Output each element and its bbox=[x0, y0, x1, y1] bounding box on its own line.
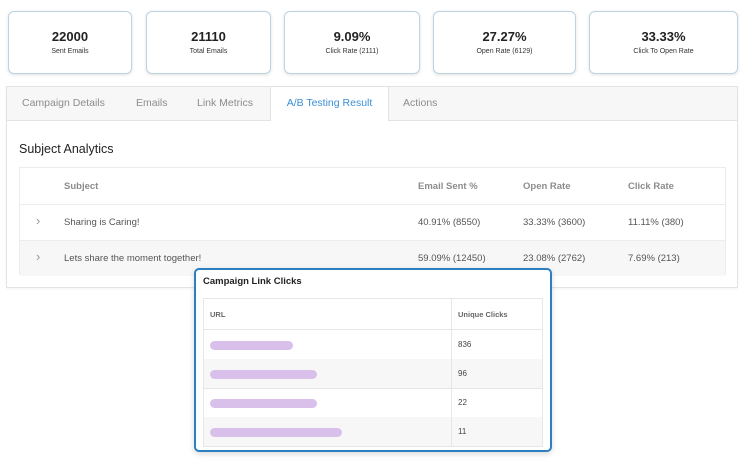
subject-cell: Lets share the moment together! bbox=[64, 253, 202, 264]
stat-value: 9.09% bbox=[333, 29, 371, 44]
open-rate-cell: 23.08% (2762) bbox=[523, 253, 586, 264]
stat-label: Click Rate (2111) bbox=[325, 48, 379, 55]
campaign-panel: Campaign Details Emails Link Metrics A/B… bbox=[6, 86, 738, 288]
stat-label: Sent Emails bbox=[51, 48, 89, 55]
stat-card-sent-emails: 22000 Sent Emails bbox=[8, 11, 132, 74]
unique-clicks-cell: 11 bbox=[458, 427, 467, 436]
table-row: 22 bbox=[204, 388, 542, 418]
column-header-click-rate[interactable]: Click Rate bbox=[628, 181, 674, 192]
stat-card-total-emails: 21110 Total Emails bbox=[146, 11, 271, 74]
subject-analytics-table: Subject Email Sent % Open Rate Click Rat… bbox=[19, 167, 726, 276]
subject-cell: Sharing is Caring! bbox=[64, 217, 140, 228]
unique-clicks-cell: 22 bbox=[458, 398, 467, 407]
email-sent-cell: 59.09% (12450) bbox=[418, 253, 486, 264]
stat-label: Total Emails bbox=[189, 48, 228, 55]
tab-bar: Campaign Details Emails Link Metrics A/B… bbox=[7, 87, 737, 121]
email-sent-cell: 40.91% (8550) bbox=[418, 217, 481, 228]
tab-link-metrics[interactable]: Link Metrics bbox=[197, 97, 254, 109]
column-divider bbox=[451, 299, 452, 446]
unique-clicks-cell: 836 bbox=[458, 340, 472, 349]
redacted-url[interactable] bbox=[210, 428, 342, 437]
column-header-unique-clicks: Unique Clicks bbox=[458, 310, 508, 319]
column-header-url: URL bbox=[210, 310, 226, 319]
stat-label: Open Rate (6129) bbox=[476, 48, 533, 55]
click-rate-cell: 11.11% (380) bbox=[628, 217, 684, 228]
stat-card-click-to-open-rate: 33.33% Click To Open Rate bbox=[589, 11, 738, 74]
column-header-email-sent[interactable]: Email Sent % bbox=[418, 181, 478, 192]
link-clicks-table: URL Unique Clicks 836 96 22 11 bbox=[203, 298, 543, 447]
column-header-subject[interactable]: Subject bbox=[64, 181, 99, 192]
stat-value: 21110 bbox=[191, 29, 226, 44]
stat-value: 27.27% bbox=[482, 29, 527, 44]
open-rate-cell: 33.33% (3600) bbox=[523, 217, 586, 228]
table-row: 96 bbox=[204, 359, 542, 389]
tab-actions[interactable]: Actions bbox=[403, 97, 438, 109]
chevron-right-icon[interactable]: › bbox=[36, 249, 41, 264]
column-header-open-rate[interactable]: Open Rate bbox=[523, 181, 571, 192]
stat-label: Click To Open Rate bbox=[633, 48, 694, 55]
chevron-right-icon[interactable]: › bbox=[36, 213, 41, 228]
redacted-url[interactable] bbox=[210, 370, 317, 379]
section-title: Subject Analytics bbox=[19, 142, 114, 156]
popup-title: Campaign Link Clicks bbox=[203, 276, 302, 287]
table-header: Subject Email Sent % Open Rate Click Rat… bbox=[20, 168, 725, 205]
table-row: 836 bbox=[204, 330, 542, 360]
stat-card-click-rate: 9.09% Click Rate (2111) bbox=[284, 11, 420, 74]
unique-clicks-cell: 96 bbox=[458, 369, 467, 378]
table-row[interactable]: › Sharing is Caring! 40.91% (8550) 33.33… bbox=[20, 205, 725, 241]
tab-campaign-details[interactable]: Campaign Details bbox=[22, 97, 105, 109]
stat-card-open-rate: 27.27% Open Rate (6129) bbox=[433, 11, 576, 74]
stat-value: 22000 bbox=[51, 29, 89, 44]
table-row: 11 bbox=[204, 417, 542, 447]
click-rate-cell: 7.69% (213) bbox=[628, 253, 680, 264]
redacted-url[interactable] bbox=[210, 399, 317, 408]
stat-value: 33.33% bbox=[641, 29, 686, 44]
campaign-link-clicks-popup: Campaign Link Clicks URL Unique Clicks 8… bbox=[194, 268, 552, 452]
tab-ab-testing-result[interactable]: A/B Testing Result bbox=[270, 87, 389, 121]
tab-emails[interactable]: Emails bbox=[136, 97, 168, 109]
table-header: URL Unique Clicks bbox=[204, 299, 542, 330]
redacted-url[interactable] bbox=[210, 341, 293, 350]
